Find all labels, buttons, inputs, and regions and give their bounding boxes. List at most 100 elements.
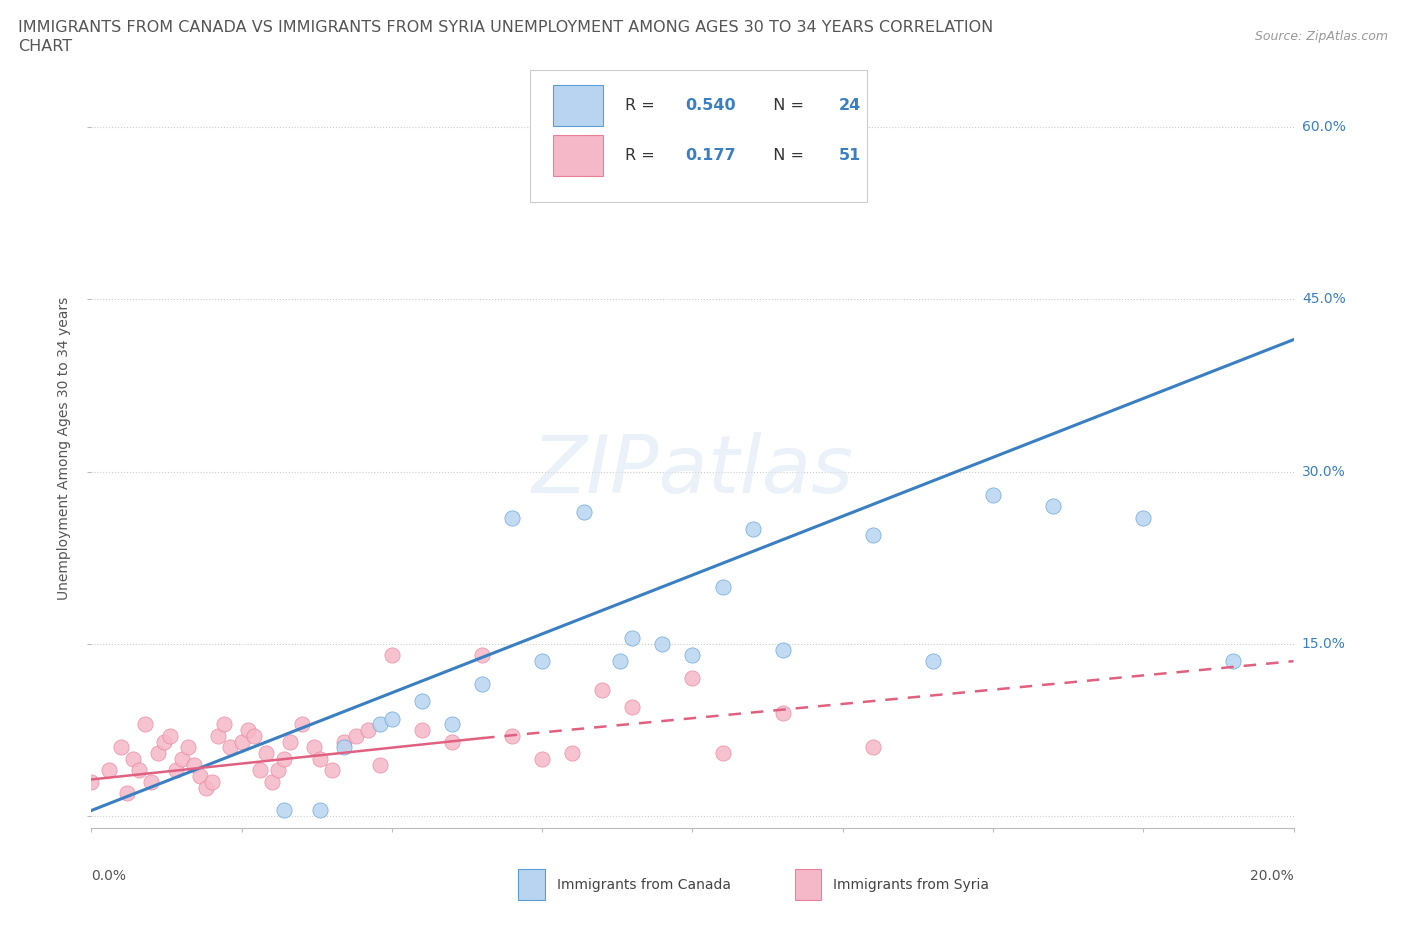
FancyBboxPatch shape <box>794 870 821 899</box>
Point <box>273 803 295 817</box>
Point <box>1132 511 1154 525</box>
Point <box>333 740 356 755</box>
Text: 20.0%: 20.0% <box>1250 870 1294 884</box>
Point <box>98 763 121 777</box>
Text: 60.0%: 60.0% <box>1302 120 1346 134</box>
Point <box>218 740 240 755</box>
Point <box>609 654 631 669</box>
Point <box>1042 498 1064 513</box>
Point <box>344 728 367 743</box>
Point <box>117 786 139 801</box>
Text: N =: N = <box>763 148 810 163</box>
Point <box>242 728 264 743</box>
Text: 0.0%: 0.0% <box>91 870 127 884</box>
Point <box>381 648 404 663</box>
Point <box>772 643 794 658</box>
Point <box>711 579 734 594</box>
Point <box>591 683 613 698</box>
FancyBboxPatch shape <box>553 135 603 177</box>
Y-axis label: Unemployment Among Ages 30 to 34 years: Unemployment Among Ages 30 to 34 years <box>58 297 72 601</box>
Text: 0.540: 0.540 <box>685 98 735 113</box>
Point <box>333 734 356 749</box>
Point <box>254 746 277 761</box>
Point <box>110 740 132 755</box>
Point <box>302 740 325 755</box>
Point <box>621 631 644 645</box>
Point <box>368 717 391 732</box>
Text: Immigrants from Syria: Immigrants from Syria <box>834 878 988 892</box>
Point <box>357 723 380 737</box>
Point <box>146 746 169 761</box>
Point <box>651 636 673 651</box>
Point <box>207 728 229 743</box>
Text: R =: R = <box>626 148 665 163</box>
Text: Source: ZipAtlas.com: Source: ZipAtlas.com <box>1254 30 1388 43</box>
Point <box>152 734 174 749</box>
Point <box>291 717 314 732</box>
Point <box>681 671 703 685</box>
Text: IMMIGRANTS FROM CANADA VS IMMIGRANTS FROM SYRIA UNEMPLOYMENT AMONG AGES 30 TO 34: IMMIGRANTS FROM CANADA VS IMMIGRANTS FRO… <box>18 20 994 35</box>
Point <box>249 763 271 777</box>
Point <box>231 734 253 749</box>
Point <box>711 746 734 761</box>
FancyBboxPatch shape <box>530 70 866 203</box>
Point <box>862 527 884 542</box>
Point <box>236 723 259 737</box>
Point <box>122 751 145 766</box>
Text: 24: 24 <box>839 98 862 113</box>
FancyBboxPatch shape <box>553 85 603 126</box>
Point <box>681 648 703 663</box>
Text: R =: R = <box>626 98 659 113</box>
Point <box>170 751 193 766</box>
Point <box>183 757 205 772</box>
Point <box>267 763 290 777</box>
Point <box>141 775 163 790</box>
Point <box>741 522 763 537</box>
Point <box>128 763 150 777</box>
Text: 15.0%: 15.0% <box>1302 637 1346 651</box>
Text: 51: 51 <box>839 148 862 163</box>
Point <box>411 694 433 709</box>
Point <box>440 734 463 749</box>
Point <box>531 751 554 766</box>
Point <box>134 717 156 732</box>
Point <box>561 746 583 761</box>
Point <box>574 504 596 519</box>
Point <box>308 803 330 817</box>
Point <box>321 763 343 777</box>
Point <box>194 780 217 795</box>
Point <box>862 740 884 755</box>
Text: 45.0%: 45.0% <box>1302 292 1346 306</box>
Point <box>471 677 494 692</box>
Point <box>278 734 301 749</box>
Point <box>1222 654 1244 669</box>
Text: 0.177: 0.177 <box>685 148 735 163</box>
Text: N =: N = <box>763 98 810 113</box>
Point <box>501 511 523 525</box>
Text: Immigrants from Canada: Immigrants from Canada <box>557 878 731 892</box>
Point <box>80 775 103 790</box>
Point <box>188 768 211 783</box>
Text: CHART: CHART <box>18 39 72 54</box>
Point <box>165 763 187 777</box>
Point <box>922 654 945 669</box>
Text: 30.0%: 30.0% <box>1302 465 1346 479</box>
Point <box>981 487 1004 502</box>
Text: ZIPatlas: ZIPatlas <box>531 432 853 511</box>
Point <box>368 757 391 772</box>
Point <box>176 740 198 755</box>
Point <box>159 728 181 743</box>
Point <box>501 728 523 743</box>
Point <box>471 648 494 663</box>
Point <box>531 654 554 669</box>
Point <box>440 717 463 732</box>
Point <box>621 699 644 714</box>
Point <box>772 706 794 721</box>
Point <box>201 775 224 790</box>
FancyBboxPatch shape <box>519 870 544 899</box>
Point <box>381 711 404 726</box>
Point <box>260 775 283 790</box>
Point <box>411 723 433 737</box>
Point <box>212 717 235 732</box>
Point <box>273 751 295 766</box>
